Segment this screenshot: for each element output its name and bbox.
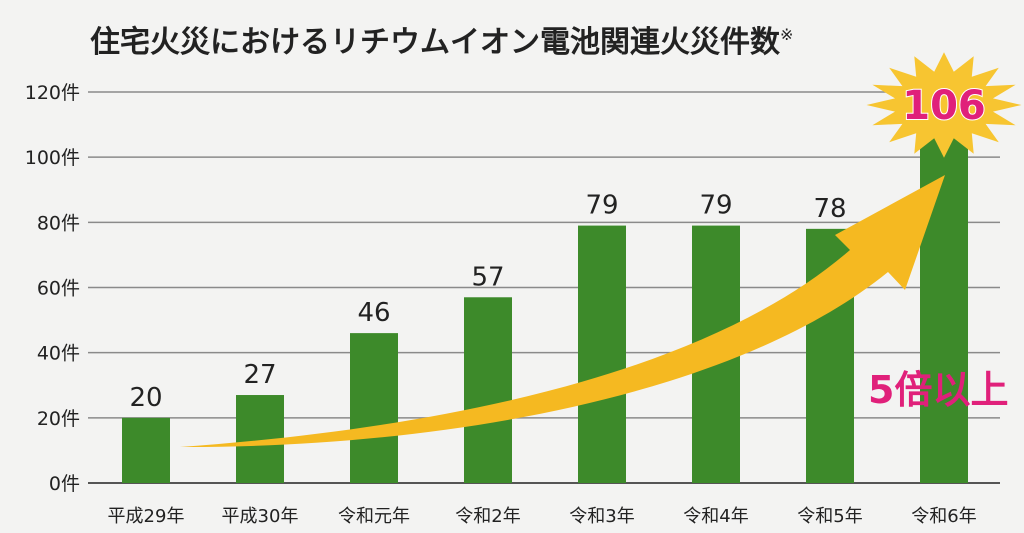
x-tick-label: 令和5年: [797, 506, 862, 527]
bar: [122, 417, 170, 483]
data-label: 79: [585, 191, 618, 221]
x-tick-label: 令和4年: [683, 506, 748, 527]
x-tick-label: 令和6年: [911, 506, 976, 527]
y-tick-label: 100件: [25, 147, 80, 169]
trend-arrow: [180, 175, 945, 448]
data-label: 78: [813, 194, 846, 224]
bar: [578, 225, 626, 483]
x-tick-label: 令和2年: [455, 506, 520, 527]
x-tick-label: 平成30年: [222, 506, 299, 527]
y-tick-label: 120件: [25, 82, 80, 104]
data-label-highlight: 106: [902, 83, 986, 129]
data-label: 27: [243, 360, 276, 390]
y-tick-label: 80件: [37, 212, 80, 234]
annotation-five-times: 5倍以上: [868, 368, 1008, 412]
chart-title: 住宅火災におけるリチウムイオン電池関連火災件数※: [90, 25, 793, 60]
y-tick-label: 40件: [37, 343, 80, 365]
x-tick-label: 平成29年: [108, 506, 185, 527]
y-tick-label: 60件: [37, 278, 80, 300]
bar: [350, 333, 398, 483]
x-tick-label: 令和3年: [569, 506, 634, 527]
y-tick-label: 0件: [49, 473, 80, 495]
y-tick-label: 20件: [37, 408, 80, 430]
data-label: 20: [129, 383, 162, 413]
bar: [464, 297, 512, 483]
data-label: 57: [471, 262, 504, 292]
data-label: 46: [357, 298, 390, 328]
x-tick-label: 令和元年: [338, 506, 410, 527]
data-label: 79: [699, 191, 732, 221]
starburst-icon: [866, 52, 1022, 158]
